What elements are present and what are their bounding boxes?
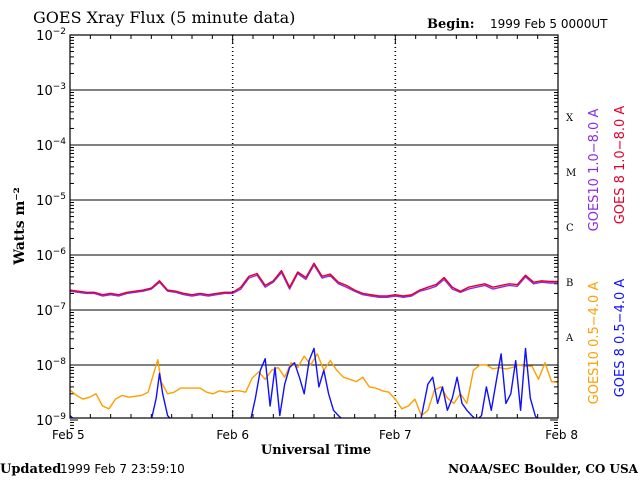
series-line-3 (70, 353, 558, 417)
y-axis-label: Watts m⁻² (12, 187, 28, 266)
credit: NOAA/SEC Boulder, CO USA (448, 462, 639, 476)
flare-class-labels: X M C B A (565, 113, 576, 344)
y-tick-label: 10−9 (36, 412, 66, 429)
flare-class-label: B (566, 278, 573, 289)
updated-value: 1999 Feb 7 23:59:10 (60, 462, 185, 476)
y-tick-exponent: −5 (53, 192, 66, 202)
y-tick-label: 10−2 (36, 27, 66, 44)
flare-class-label: A (565, 333, 574, 344)
y-tick-label: 10−7 (36, 302, 66, 319)
y-tick-base: 10 (36, 194, 53, 209)
y-tick-label: 10−6 (36, 247, 66, 264)
plot-area (69, 34, 559, 430)
y-tick-label: 10−8 (36, 357, 66, 374)
x-tick-label: Feb 6 (216, 428, 249, 442)
y-tick-base: 10 (36, 304, 53, 319)
y-tick-base: 10 (36, 414, 53, 429)
x-tick-label: Feb 8 (545, 428, 578, 442)
x-tick-label: Feb 7 (379, 428, 412, 442)
series-line-1 (70, 264, 558, 298)
y-tick-exponent: −7 (53, 302, 66, 312)
legend-entry: GOES10 1.0−8.0 A (587, 109, 602, 232)
plot-frame (69, 34, 559, 419)
y-tick-base: 10 (36, 359, 53, 374)
y-tick-base: 10 (36, 84, 53, 99)
x-axis-labels: Feb 5 Feb 6 Feb 7 Feb 8 (52, 428, 578, 442)
chart-title: GOES Xray Flux (5 minute data) (33, 8, 295, 27)
y-tick-label: 10−4 (36, 137, 66, 154)
x-axis-label: Universal Time (261, 443, 371, 458)
flare-class-label: C (566, 223, 574, 234)
y-tick-base: 10 (36, 139, 53, 154)
legend: GOES10 1.0−8.0 A GOES 8 1.0−8.0 A GOES10 0… (587, 106, 628, 405)
begin-label: Begin: (427, 17, 475, 32)
flare-class-label: M (566, 168, 576, 179)
legend-entry: GOES 8 0.5−4.0 A (613, 279, 628, 398)
y-tick-label: 10−5 (36, 192, 66, 209)
series-line-2 (70, 262, 558, 297)
legend-entry: GOES 8 1.0−8.0 A (613, 106, 628, 225)
series-line-4 (70, 347, 538, 418)
y-tick-exponent: −9 (53, 412, 67, 422)
x-tick-label: Feb 5 (52, 428, 85, 442)
y-tick-exponent: −3 (53, 82, 66, 92)
y-tick-exponent: −6 (53, 247, 67, 257)
y-tick-exponent: −4 (53, 137, 67, 147)
y-tick-exponent: −2 (53, 27, 66, 37)
y-axis-labels: 10−210−310−410−510−610−710−810−9 (36, 27, 66, 429)
updated-label: Updated (0, 462, 61, 477)
y-tick-exponent: −8 (53, 357, 67, 367)
legend-entry: GOES10 0.5−4.0 A (587, 282, 602, 405)
begin-value: 1999 Feb 5 0000UT (490, 17, 608, 31)
y-tick-base: 10 (36, 29, 53, 44)
y-tick-base: 10 (36, 249, 53, 264)
y-tick-label: 10−3 (36, 82, 66, 99)
flare-class-label: X (566, 113, 574, 124)
